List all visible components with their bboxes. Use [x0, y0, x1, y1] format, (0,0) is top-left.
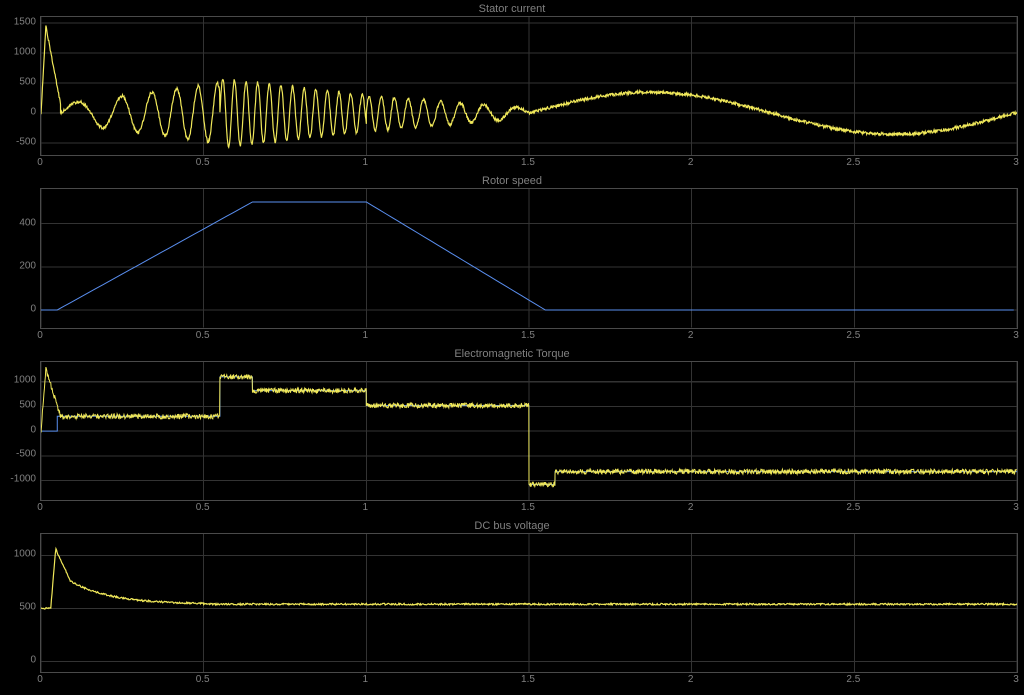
- ytick-label: 500: [19, 399, 36, 410]
- xtick-label: 3: [1013, 674, 1019, 685]
- yaxis-rotor-speed: 0 200 400: [6, 188, 40, 328]
- scope-container: Stator current-50005001000150000.511.522…: [0, 0, 1024, 695]
- ytick-label: 400: [19, 217, 36, 228]
- ytick-label: 0: [30, 655, 36, 666]
- panel-stator-current: Stator current-50005001000150000.511.522…: [6, 2, 1018, 172]
- xtick-label: 0: [37, 674, 43, 685]
- panel-title-stator-current: Stator current: [6, 2, 1018, 16]
- panel-body-stator-current: -500 0 500 1000 1500: [6, 16, 1018, 156]
- ytick-label: -500: [16, 137, 36, 148]
- panel-dc-bus: DC bus voltage 0 500 1000 0 0.5 1 1.5 2 2.5 3: [6, 519, 1018, 689]
- xtick-label: 1.5: [521, 502, 535, 513]
- xtick-label: 2.5: [846, 502, 860, 513]
- xtick-label: 2: [688, 674, 694, 685]
- panel-em-torque: Electromagnetic Torque -1000 -500 0 500 1000 0…: [6, 347, 1018, 517]
- xtick-label: 2.5: [846, 330, 860, 341]
- xtick-label: 0.5: [196, 502, 210, 513]
- ytick-label: 1000: [14, 548, 36, 559]
- ytick-label: -500: [16, 449, 36, 460]
- ytick-label: 0: [30, 107, 36, 118]
- panel-title-dc-bus: DC bus voltage: [6, 519, 1018, 533]
- xtick-label: 1.5: [521, 674, 535, 685]
- plot-stator-current[interactable]: [40, 16, 1018, 156]
- xtick-label: 2: [688, 330, 694, 341]
- xaxis-em-torque: 0 0.5 1 1.5 2 2.5 3: [40, 501, 1018, 517]
- panel-rotor-speed: Rotor speed 0 200 400 0 0.5 1 1.5 2 2.5 3: [6, 174, 1018, 344]
- xtick-label: 1.5: [521, 330, 535, 341]
- xtick-label: 1: [363, 330, 369, 341]
- ytick-label: 1000: [14, 47, 36, 58]
- xaxis-rotor-speed: 0 0.5 1 1.5 2 2.5 3: [40, 329, 1018, 345]
- xaxis-stator-current: 0 0.5 1 1.5 2 2.5 3: [40, 156, 1018, 172]
- ytick-label: -1000: [10, 473, 36, 484]
- xtick-label: 0: [37, 502, 43, 513]
- xtick-label: 1: [363, 674, 369, 685]
- yaxis-dc-bus: 0 500 1000: [6, 533, 40, 673]
- panel-title-rotor-speed: Rotor speed: [6, 174, 1018, 188]
- plot-dc-bus[interactable]: [40, 533, 1018, 673]
- ytick-label: 1000: [14, 375, 36, 386]
- xtick-label: 0: [37, 330, 43, 341]
- plot-em-torque[interactable]: [40, 361, 1018, 501]
- xtick-label: 0.5: [196, 674, 210, 685]
- xtick-label: 1.5: [521, 157, 535, 168]
- xtick-label: 2.5: [846, 674, 860, 685]
- xaxis-dc-bus: 0 0.5 1 1.5 2 2.5 3: [40, 673, 1018, 689]
- xtick-label: 2: [688, 157, 694, 168]
- xtick-label: 2.5: [846, 157, 860, 168]
- rotor-speed-trace: [41, 202, 1014, 310]
- panel-body-dc-bus: 0 500 1000: [6, 533, 1018, 673]
- ytick-label: 0: [30, 424, 36, 435]
- yaxis-em-torque: -1000 -500 0 500 1000: [6, 361, 40, 501]
- panel-body-rotor-speed: 0 200 400: [6, 188, 1018, 328]
- xtick-label: 1: [363, 502, 369, 513]
- ytick-label: 0: [30, 304, 36, 315]
- xtick-label: 0.5: [196, 157, 210, 168]
- xtick-label: 3: [1013, 330, 1019, 341]
- panel-title-em-torque: Electromagnetic Torque: [6, 347, 1018, 361]
- yaxis-stator-current: -500 0 500 1000 1500: [6, 16, 40, 156]
- xtick-label: 3: [1013, 502, 1019, 513]
- xtick-label: 1: [363, 157, 369, 168]
- xtick-label: 0.5: [196, 330, 210, 341]
- ytick-label: 500: [19, 77, 36, 88]
- ytick-label: 500: [19, 602, 36, 613]
- xtick-label: 3: [1013, 157, 1019, 168]
- ytick-label: 200: [19, 260, 36, 271]
- xtick-label: 2: [688, 502, 694, 513]
- ytick-label: 1500: [14, 17, 36, 28]
- plot-rotor-speed[interactable]: [40, 188, 1018, 328]
- xtick-label: 0: [37, 157, 43, 168]
- panel-body-em-torque: -1000 -500 0 500 1000: [6, 361, 1018, 501]
